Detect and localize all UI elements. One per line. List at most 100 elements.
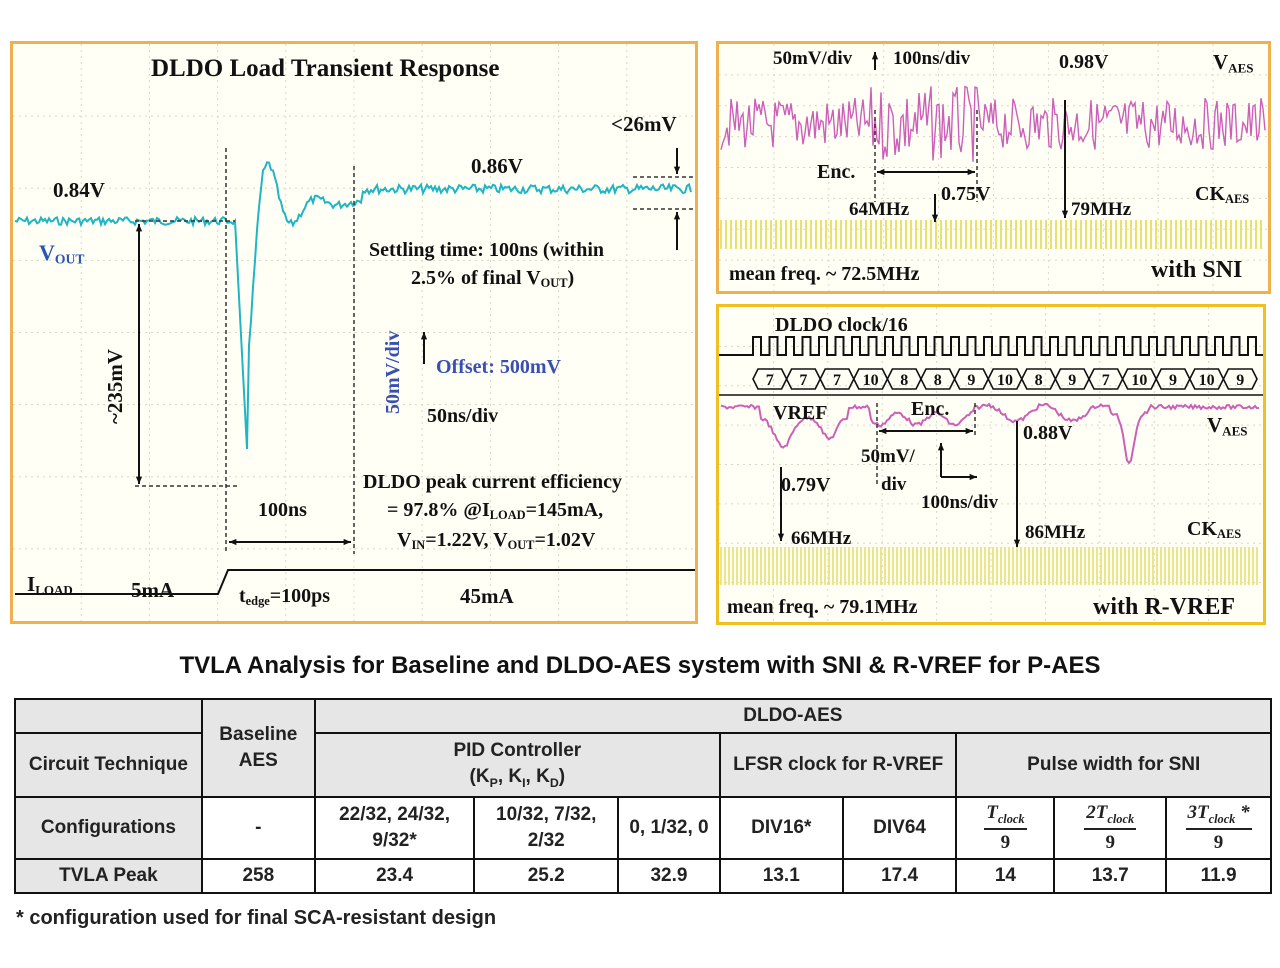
cell-tvla: 258 xyxy=(200,858,316,894)
bus-value: 7 xyxy=(833,372,841,389)
tvla-table: Baseline AES DLDO-AES Circuit Technique … xyxy=(14,698,1273,894)
vout-trace-label: VOUT xyxy=(39,240,85,267)
cell-config-div16: DIV16* xyxy=(718,796,844,860)
vout-trace xyxy=(14,161,692,450)
sni-enc-label: Enc. xyxy=(817,161,856,183)
table-header-row-2: Circuit Technique PID Controller (KP, KI,… xyxy=(14,732,1272,798)
bus-segment xyxy=(1222,368,1258,390)
header-pid-controller: PID Controller (KP, KI, KD) xyxy=(313,732,721,798)
sni-low-label: 0.75V xyxy=(941,183,991,205)
vout-after-label: 0.86V xyxy=(471,154,523,178)
rvref-vaes-label: VAES xyxy=(1207,413,1248,439)
rvref-level-label: 0.88V xyxy=(1023,422,1073,444)
vout-before-label: 0.84V xyxy=(53,178,105,202)
footnote: * configuration used for final SCA-resis… xyxy=(16,907,497,929)
row-label-tvla-peak: TVLA Peak xyxy=(14,858,203,894)
settling-interval-label: 100ns xyxy=(258,499,307,521)
ripple-label: <26mV xyxy=(611,112,677,136)
rvref-vscale-label-2: div xyxy=(881,474,907,495)
settling-time-text: Settling time: 100ns (within xyxy=(369,239,604,261)
cell-config-pulse1: Tclock 9 xyxy=(955,796,1056,860)
row-label-configurations: Configurations xyxy=(14,796,203,860)
rvref-condition-label: with R-VREF xyxy=(1093,594,1235,620)
header-lfsr-clock: LFSR clock for R-VREF xyxy=(718,732,958,798)
bus-value: 7 xyxy=(766,372,774,389)
bus-value: 8 xyxy=(1035,372,1043,389)
offset-label: Offset: 500mV xyxy=(436,356,561,378)
rvref-enc-arrow-right-head xyxy=(965,427,973,435)
iload-before-label: 5mA xyxy=(131,578,175,602)
sni-vaes-trace xyxy=(720,85,1266,162)
bus-value: 9 xyxy=(967,372,975,389)
rvref-vscale-label-1: 50mV/ xyxy=(861,446,915,467)
cell-tvla: 32.9 xyxy=(617,858,721,894)
cell-tvla: 25.2 xyxy=(473,858,620,894)
sni-waveform xyxy=(719,44,1268,291)
bus-value: 9 xyxy=(1236,372,1244,389)
rvref-freq2-arrow-head xyxy=(1013,539,1021,547)
cell-tvla: 11.9 xyxy=(1165,858,1272,894)
header-circuit-technique: Circuit Technique xyxy=(14,732,203,798)
rvref-freq1-arrow-head xyxy=(777,533,785,541)
drop-arrow-up-head xyxy=(135,224,143,232)
voltage-drop-label: ~235mV xyxy=(103,348,127,424)
sni-enc-arrow-left-head xyxy=(877,168,885,176)
vertical-scale-label: 50mV/div xyxy=(382,330,404,414)
cell-config-pulse2: 2Tclock 9 xyxy=(1053,796,1168,860)
rvref-enc-arrow-left-head xyxy=(879,427,887,435)
rvref-low-label: 0.79V xyxy=(781,474,831,496)
interval-arrow-left-head xyxy=(229,538,237,546)
sni-freq2-arrow-head xyxy=(1061,210,1069,218)
bus-value: 7 xyxy=(1102,372,1110,389)
cell-tvla: 14 xyxy=(955,858,1056,894)
table-row-tvla-peak: TVLA Peak 258 23.4 25.2 32.9 13.1 17.4 1… xyxy=(14,858,1272,894)
rvref-vscale-arrow-head xyxy=(937,443,945,451)
efficiency-text-1: DLDO peak current efficiency xyxy=(363,471,623,493)
sni-freq1-arrow-head xyxy=(931,214,939,222)
offset-arrow-head xyxy=(420,332,428,340)
bus-value: 7 xyxy=(799,372,807,389)
cell-tvla: 23.4 xyxy=(313,858,476,894)
rvref-waveform: 7 7 7 10 8 8 9 10 8 9 7 10 9 10 9 xyxy=(719,307,1263,622)
interval-arrow-right-head xyxy=(343,538,351,546)
table-header-row-1: Baseline AES DLDO-AES xyxy=(14,698,1273,798)
sni-vscale-label: 50mV/div xyxy=(773,48,853,69)
vref-label: VREF xyxy=(773,402,828,424)
rvref-vaes-trace xyxy=(720,402,1260,465)
header-dldo-aes: DLDO-AES xyxy=(313,698,1273,734)
rvref-ckaes-label: CKAES xyxy=(1187,518,1242,542)
sni-vaes-label: VAES xyxy=(1213,50,1254,76)
bus-value: 9 xyxy=(1068,372,1076,389)
sni-freq2-label: 79MHz xyxy=(1071,199,1132,220)
sni-scope: 50mV/div 100ns/div 0.98V VAES Enc. 0.75V… xyxy=(716,41,1271,294)
header-baseline: Baseline AES xyxy=(200,698,316,798)
sni-tscale-label: 100ns/div xyxy=(893,48,971,69)
sni-scale-arrow-head xyxy=(871,52,879,60)
drop-arrow-down-head xyxy=(135,476,143,484)
load-transient-scope: DLDO Load Transient Response 0.84V 0.86V… xyxy=(10,41,698,624)
iload-label: ILOAD xyxy=(27,572,73,598)
bus-value: 9 xyxy=(1169,372,1177,389)
scope-title: DLDO Load Transient Response xyxy=(151,55,500,82)
rvref-mean-freq-label: mean freq. ~ 79.1MHz xyxy=(727,596,918,618)
header-blank xyxy=(14,698,203,734)
sni-ckaes-label: CKAES xyxy=(1195,183,1250,207)
cell-config-pid3: 0, 1/32, 0 xyxy=(617,796,721,860)
cell-config-pid1: 22/32, 24/32, 9/32* xyxy=(313,796,476,860)
rvref-freq1-label: 66MHz xyxy=(791,528,852,549)
rvref-freq2-label: 86MHz xyxy=(1025,522,1086,543)
bus-value: 8 xyxy=(900,372,908,389)
ripple-arrow-down-head xyxy=(673,166,681,174)
iload-after-label: 45mA xyxy=(460,584,514,608)
bus-value: 8 xyxy=(934,372,942,389)
time-scale-label: 50ns/div xyxy=(427,405,499,427)
rvref-scope: 7 7 7 10 8 8 9 10 8 9 7 10 9 10 9 DLDO clock/16 VREF E… xyxy=(716,304,1266,625)
cell-config-pid2: 10/32, 7/32, 2/32 xyxy=(473,796,620,860)
cell-tvla: 13.7 xyxy=(1053,858,1168,894)
cell-config-div64: DIV64 xyxy=(841,796,958,860)
cell-config-baseline: - xyxy=(200,796,316,860)
ripple-arrow-up-head xyxy=(673,212,681,220)
rvref-tscale-label: 100ns/div xyxy=(921,492,999,513)
bus-value: 10 xyxy=(863,372,879,389)
rvref-enc-label: Enc. xyxy=(911,398,950,420)
